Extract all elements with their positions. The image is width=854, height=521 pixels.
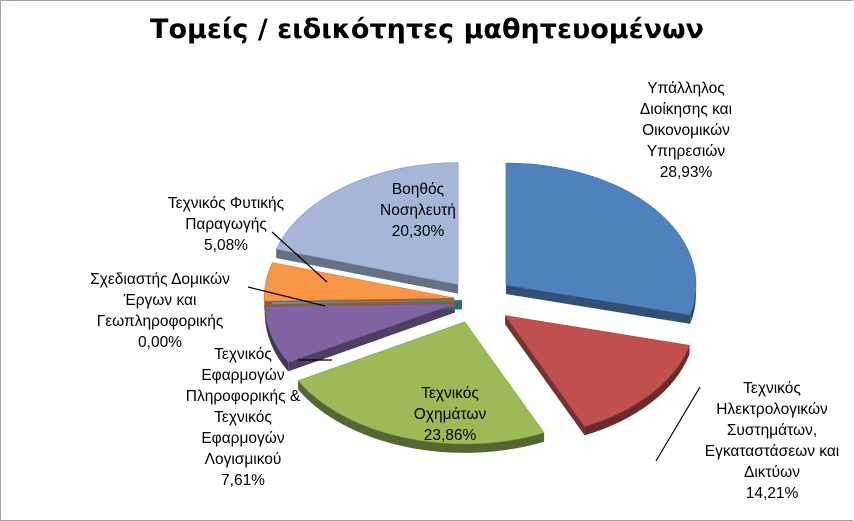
slice-label-6: Βοηθός Νοσηλευτή 20,30% <box>380 181 456 240</box>
slice-wall-0-1 <box>505 285 691 324</box>
slice-name-line-2-1: Οχημάτων <box>414 406 487 423</box>
slice-name-line-1-4: Δικτύων <box>744 464 800 481</box>
slice-name-line-5-1: Παραγωγής <box>185 216 267 233</box>
chart-title: Τομείς / ειδικότητες μαθητευομένων <box>150 14 704 45</box>
slice-wall-6-0 <box>276 249 459 294</box>
slice-rim-2 <box>298 380 545 453</box>
slice-label-2: Τεχνικός Οχημάτων 23,86% <box>414 385 487 444</box>
slice-name-line-0-0: Υπάλληλος <box>647 80 725 97</box>
slice-name-line-1-2: Συστημάτων, <box>727 422 817 439</box>
slice-name-line-3-3: Τεχνικός <box>214 409 272 426</box>
slice-value-label-3: 7,61% <box>221 472 265 489</box>
pie-slice-5 <box>263 262 455 302</box>
slice-name-line-0-1: Διοίκησης και <box>640 101 732 118</box>
slice-labels: Υπάλληλος Διοίκησης και Οικονομικών Υπηρεσι… <box>90 80 839 502</box>
slice-name-line-1-1: Ηλεκτρολογικών <box>716 401 828 418</box>
leader-line-5 <box>271 231 328 283</box>
slice-wall-1-1 <box>505 315 585 436</box>
slice-name-line-3-4: Εφαρμογών <box>201 430 285 447</box>
pie-slice-2 <box>297 321 545 445</box>
slice-rim-1 <box>584 345 690 436</box>
leader-lines <box>247 231 701 462</box>
slice-name-line-3-1: Εφαρμογών <box>201 367 285 384</box>
slice-value-label-4: 0,00% <box>138 334 182 351</box>
slice-name-line-6-1: Νοσηλευτή <box>380 202 456 219</box>
slice-name-line-0-3: Υπηρεσιών <box>647 143 725 160</box>
slice-value-label-0: 28,93% <box>660 164 713 181</box>
slice-name-line-4-0: Σχεδιαστής Δομικών <box>90 271 230 288</box>
slice-name-line-4-2: Γεωπληροφορικής <box>97 313 224 330</box>
pie-slices <box>263 162 697 445</box>
slice-value-label-2: 23,86% <box>424 427 477 444</box>
slice-name-line-3-2: Πληροφορικής & <box>186 388 301 405</box>
slice-name-line-3-5: Λογισμικού <box>205 451 282 468</box>
slice-value-label-1: 14,21% <box>746 485 799 502</box>
slice-name-line-6-0: Βοηθός <box>392 181 444 198</box>
leader-line-1 <box>655 386 701 462</box>
slice-name-line-4-1: Έργων και <box>123 292 197 309</box>
slice-label-0: Υπάλληλος Διοίκησης και Οικονομικών Υπηρεσι… <box>640 80 732 181</box>
slice-label-4: Σχεδιαστής Δομικών Έργων και Γεωπληροφορικ… <box>90 271 230 351</box>
slice-label-3: Τεχνικός Εφαρμογών Πληροφορικής & Τεχνικός Ε… <box>186 346 301 489</box>
slice-value-label-5: 5,08% <box>204 237 248 254</box>
slice-name-line-1-0: Τεχνικός <box>743 380 801 397</box>
pie-slice-4 <box>271 299 463 305</box>
slice-label-1: Τεχνικός Ηλεκτρολογικών Συστημάτων, Εγκατασ… <box>705 380 840 502</box>
slice-name-line-2-0: Τεχνικός <box>421 385 479 402</box>
slice-wall-3-0 <box>288 303 455 372</box>
slice-value-label-6: 20,30% <box>392 223 445 240</box>
leader-line-4 <box>247 286 326 307</box>
slice-name-line-0-2: Οικονομικών <box>642 122 730 139</box>
pie-slice-0 <box>505 162 697 316</box>
slice-name-line-5-0: Τεχνικός Φυτικής <box>168 195 284 212</box>
slice-label-5: Τεχνικός Φυτικής Παραγωγής 5,08% <box>168 195 284 254</box>
pie-slice-3 <box>264 303 455 363</box>
pie-slice-1 <box>504 315 690 427</box>
slice-name-line-3-0: Τεχνικός <box>214 346 272 363</box>
slice-name-line-1-3: Εγκαταστάσεων και <box>705 443 840 460</box>
pie-slice-6 <box>275 162 459 285</box>
